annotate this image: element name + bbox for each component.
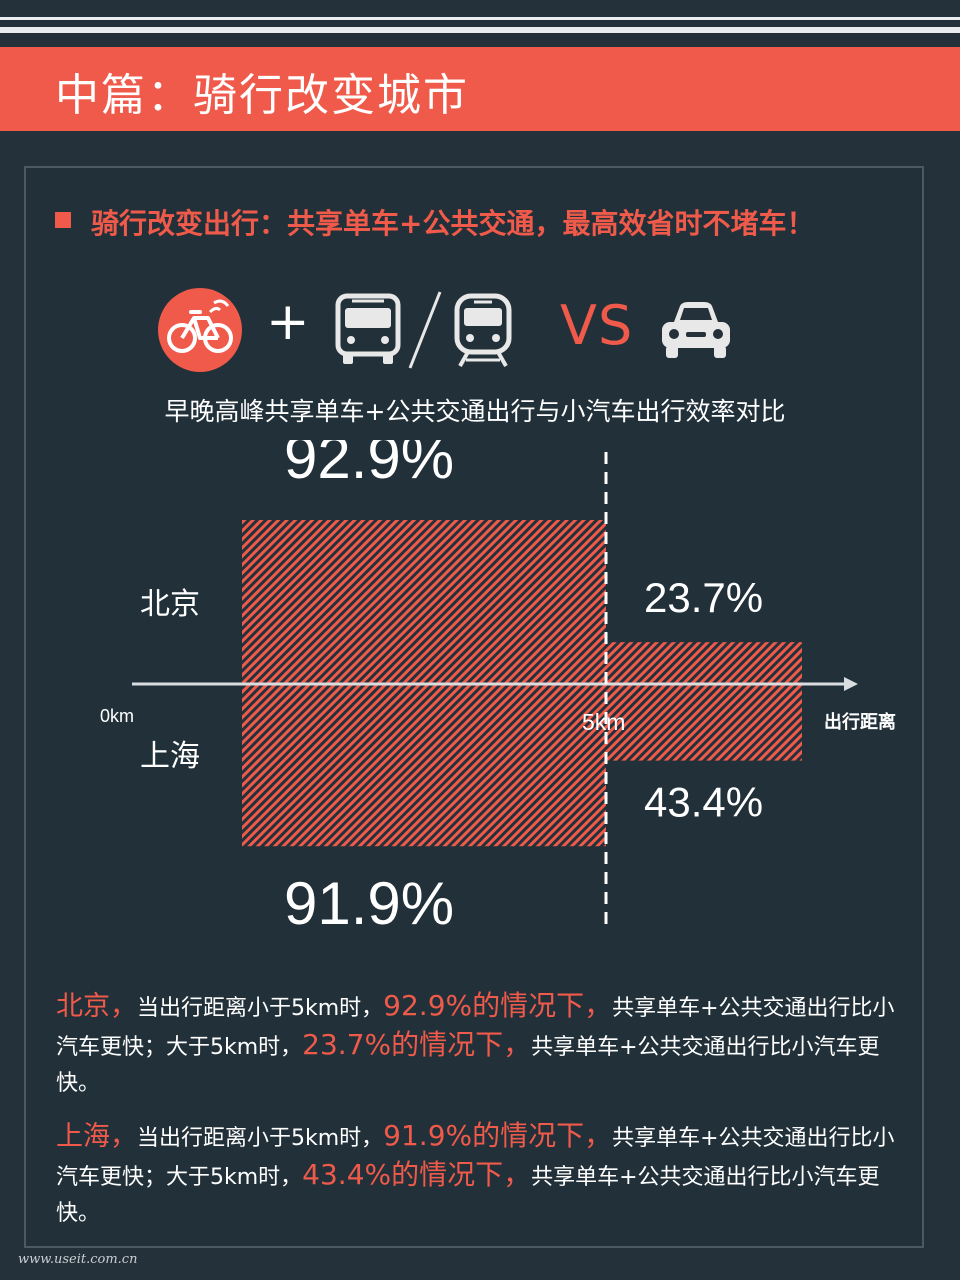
comparison-chart: 0km 5km 出行距离 北京 上海 92.9% 23.7% 91.9% 43.4% xyxy=(100,440,896,937)
data-label-beijing-under-5km: 92.9% xyxy=(284,440,454,491)
top-divider-thick xyxy=(0,27,960,33)
top-divider-thin xyxy=(0,17,960,20)
x-axis-arrow-icon xyxy=(844,677,858,691)
bar-beijing-over-5km xyxy=(606,642,802,684)
desc-text: 当出行距离小于5km时， xyxy=(137,1126,384,1151)
data-label-shanghai-over-5km: 43.4% xyxy=(644,779,763,826)
transport-icons-row: + VS xyxy=(0,288,960,372)
car-icon xyxy=(662,302,730,358)
tick-5km: 5km xyxy=(582,709,625,735)
desc-text: 共享单车+公共交通出行比小汽车更快。 xyxy=(56,1165,880,1226)
desc-highlight: 23.7%的情况下， xyxy=(302,1028,532,1061)
desc-highlight: 91.9%的情况下， xyxy=(383,1119,613,1152)
bicycle-icon xyxy=(158,288,242,372)
desc-text: 共享单车+公共交通出行比小汽车更快。 xyxy=(56,1035,880,1096)
chart-title: 早晚高峰共享单车+公共交通出行与小汽车出行效率对比 xyxy=(164,397,786,426)
section-header: 中篇：骑行改变城市 xyxy=(0,47,960,131)
plus-sign: + xyxy=(266,292,310,352)
slash-divider xyxy=(408,291,442,369)
bar-shanghai-under-5km xyxy=(242,684,606,847)
square-bullet-icon xyxy=(55,212,71,228)
desc-text: 共享单车+公共交通出行比小汽车更快；大于5km时， xyxy=(56,1126,895,1190)
desc-highlight: 92.9%的情况下， xyxy=(383,989,613,1022)
x-axis-label: 出行距离 xyxy=(824,711,896,733)
legend-beijing: 北京 xyxy=(140,587,200,622)
footer-url: www.useit.com.cn xyxy=(18,1252,138,1267)
legend-shanghai: 上海 xyxy=(140,739,200,774)
desc-highlight: 43.4%的情况下， xyxy=(302,1158,532,1191)
tick-0km: 0km xyxy=(100,706,134,726)
desc-text: 共享单车+公共交通出行比小汽车更快；大于5km时， xyxy=(56,996,895,1060)
desc-text: 当出行距离小于5km时， xyxy=(137,996,384,1021)
train-icon xyxy=(454,293,512,367)
bus-icon xyxy=(335,293,401,364)
bar-shanghai-over-5km xyxy=(606,684,802,761)
data-label-shanghai-under-5km: 91.9% xyxy=(284,870,454,937)
bar-beijing-under-5km xyxy=(242,520,606,684)
page-title: 中篇：骑行改变城市 xyxy=(55,70,469,121)
desc-city-beijing: 北京， xyxy=(56,991,137,1022)
description-beijing: 北京，当出行距离小于5km时，92.9%的情况下，共享单车+公共交通出行比小汽车… xyxy=(56,988,916,1102)
data-label-beijing-over-5km: 23.7% xyxy=(644,574,763,621)
versus-label: VS xyxy=(560,294,634,357)
description-shanghai: 上海，当出行距离小于5km时，91.9%的情况下，共享单车+公共交通出行比小汽车… xyxy=(56,1118,916,1232)
desc-city-shanghai: 上海， xyxy=(56,1121,137,1152)
subtitle-text: 骑行改变出行：共享单车+公共交通，最高效省时不堵车！ xyxy=(91,207,815,240)
